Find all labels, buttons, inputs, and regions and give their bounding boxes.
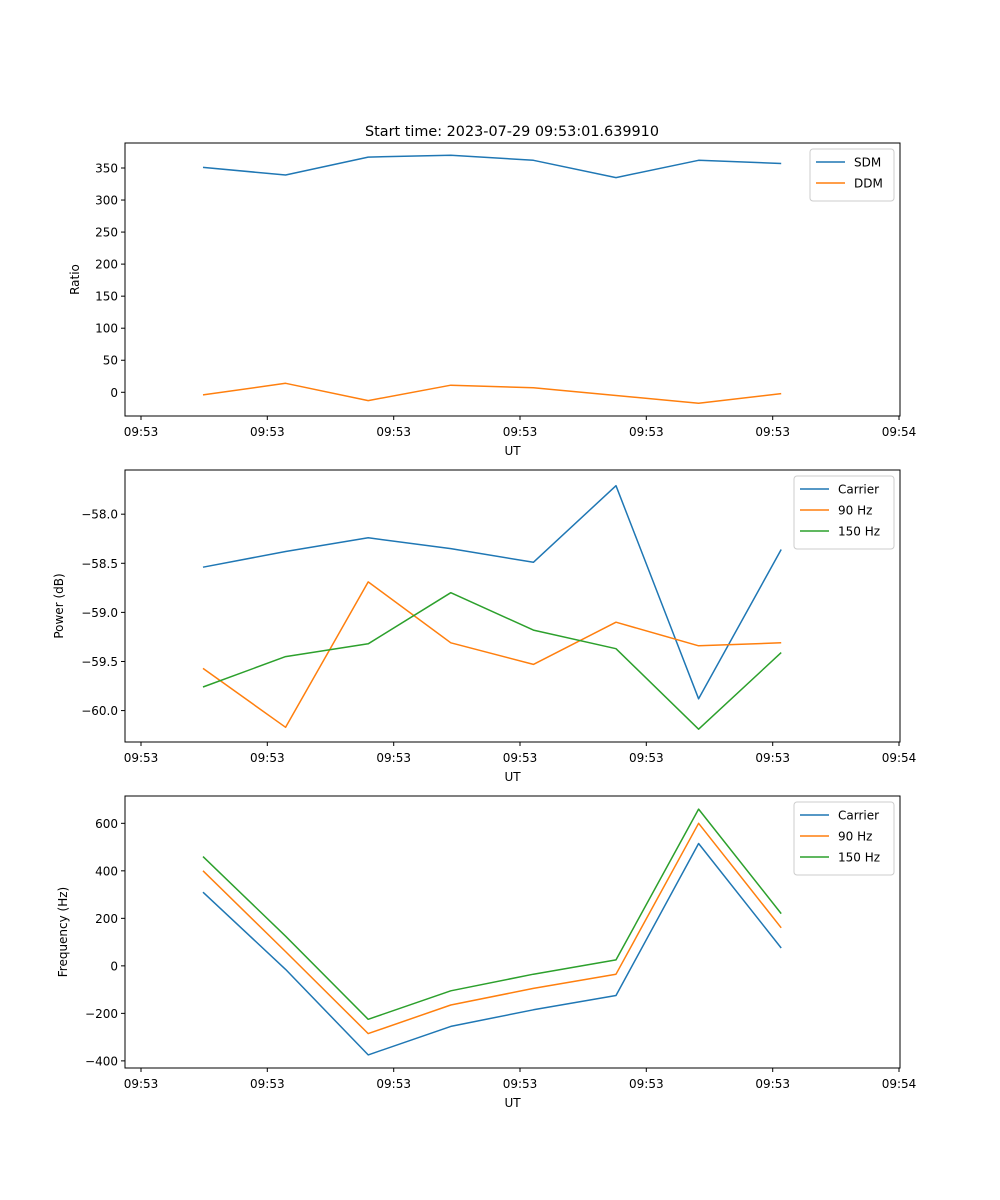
axes-frame — [124, 469, 901, 743]
x-tick-label: 09:53 — [503, 1077, 538, 1091]
legend-label: 90 Hz — [838, 830, 872, 844]
legend-label: DDM — [854, 177, 883, 191]
y-axis-label: Ratio — [68, 264, 82, 295]
y-tick-label: −200 — [85, 1007, 118, 1021]
x-tick-label: 09:53 — [376, 751, 411, 765]
y-tick-label: −59.0 — [81, 606, 118, 620]
y-tick-label: −400 — [85, 1054, 118, 1068]
x-tick-label: 09:54 — [882, 425, 917, 439]
y-tick-label: −58.5 — [81, 557, 118, 571]
legend: Carrier 90 Hz 150 Hz — [793, 801, 895, 876]
subplot-3: 09:53 09:53 09:53 09:53 09:53 09:53 09:54 UT −40… — [56, 795, 917, 1110]
y-tick-label: 200 — [95, 258, 118, 272]
legend: SDM DDM — [809, 148, 895, 202]
y-tick-label: −58.0 — [81, 508, 118, 522]
series-line-carrier — [202, 484, 782, 700]
legend-label: Carrier — [838, 809, 879, 823]
x-tick-label: 09:53 — [503, 751, 538, 765]
legend-label: SDM — [854, 156, 881, 170]
subplot-1: 09:53 09:53 09:53 09:53 09:53 09:53 09:54 UT 0 50… — [68, 142, 917, 458]
x-tick-label: 09:53 — [629, 1077, 664, 1091]
series-line-150-hz — [202, 808, 782, 1021]
x-axis-label: UT — [504, 770, 521, 784]
series-line-sdm — [202, 154, 782, 179]
legend-label: 150 Hz — [838, 851, 880, 865]
y-tick-label: −60.0 — [81, 704, 118, 718]
y-tick-label: 0 — [110, 386, 118, 400]
series-line-carrier — [202, 842, 782, 1056]
y-tick-label: 50 — [103, 354, 118, 368]
x-tick-label: 09:53 — [250, 425, 285, 439]
y-axis-label: Frequency (Hz) — [56, 887, 70, 978]
x-tick-label: 09:53 — [376, 1077, 411, 1091]
series-line-ddm — [202, 382, 782, 404]
x-tick-label: 09:53 — [250, 1077, 285, 1091]
series-line-90-hz — [202, 581, 782, 729]
axes-frame — [124, 795, 901, 1069]
x-tick-label: 09:53 — [124, 751, 159, 765]
legend-label: 90 Hz — [838, 504, 872, 518]
y-tick-label: −59.5 — [81, 655, 118, 669]
legend-box — [809, 148, 895, 202]
y-tick-label: 200 — [95, 912, 118, 926]
x-tick-label: 09:53 — [629, 425, 664, 439]
x-tick-label: 09:53 — [755, 425, 790, 439]
series-line-150-hz — [202, 591, 782, 730]
y-tick-label: 350 — [95, 161, 118, 175]
x-tick-label: 09:53 — [755, 1077, 790, 1091]
x-axis-label: UT — [504, 1096, 521, 1110]
x-tick-label: 09:54 — [882, 1077, 917, 1091]
y-tick-label: 250 — [95, 226, 118, 240]
y-axis-label: Power (dB) — [52, 573, 66, 638]
x-tick-label: 09:53 — [629, 751, 664, 765]
y-tick-label: 0 — [110, 959, 118, 973]
y-tick-label: 100 — [95, 322, 118, 336]
figure-title: Start time: 2023-07-29 09:53:01.639910 — [365, 124, 659, 140]
y-tick-label: 300 — [95, 194, 118, 208]
legend-label: 150 Hz — [838, 525, 880, 539]
x-tick-label: 09:53 — [503, 425, 538, 439]
y-tick-label: 600 — [95, 817, 118, 831]
x-axis-label: UT — [504, 444, 521, 458]
x-tick-label: 09:53 — [376, 425, 411, 439]
series-line-90-hz — [202, 822, 782, 1035]
legend: Carrier 90 Hz 150 Hz — [793, 475, 895, 550]
x-tick-label: 09:53 — [124, 425, 159, 439]
legend-label: Carrier — [838, 483, 879, 497]
y-tick-label: 150 — [95, 290, 118, 304]
x-tick-label: 09:54 — [882, 751, 917, 765]
x-tick-label: 09:53 — [755, 751, 790, 765]
subplot-2: 09:53 09:53 09:53 09:53 09:53 09:53 09:54 UT −60… — [52, 469, 917, 784]
x-tick-label: 09:53 — [250, 751, 285, 765]
axes-frame — [124, 142, 901, 417]
y-tick-label: 400 — [95, 864, 118, 878]
x-tick-label: 09:53 — [124, 1077, 159, 1091]
